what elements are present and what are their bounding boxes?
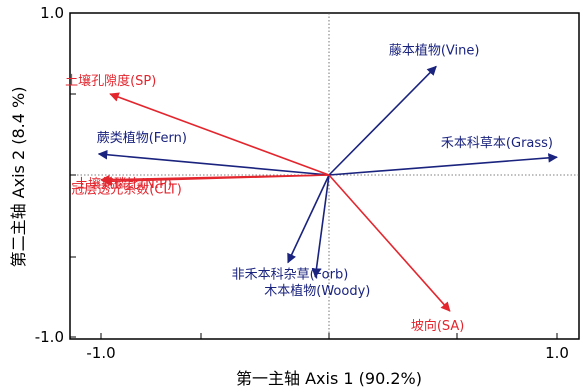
x-axis-ticks: -1.0 1.0 bbox=[86, 333, 569, 362]
species-vector-label: 木本植物(Woody) bbox=[264, 284, 370, 299]
species-vector bbox=[329, 157, 557, 175]
species-vector-label: 禾本科草本(Grass) bbox=[441, 136, 553, 151]
x-axis-title: 第一主轴 Axis 1 (90.2%) bbox=[236, 369, 422, 388]
species-vectors: 藤本植物(Vine) 禾本科草本(Grass) 蕨类植物(Fern) 非禾本科杂草(F… bbox=[97, 43, 557, 299]
species-vector-label: 藤本植物(Vine) bbox=[389, 43, 480, 58]
species-vector bbox=[99, 154, 329, 175]
species-vector-label: 蕨类植物(Fern) bbox=[97, 131, 187, 146]
environment-vector-label: 土壤孔隙度(SP) bbox=[65, 73, 156, 89]
environment-vector-label: 冠层透光系数(CLT) bbox=[71, 182, 182, 197]
species-vector-label: 非禾本科杂草(Forb) bbox=[232, 267, 349, 282]
y-minor-ticks bbox=[70, 94, 76, 257]
y-tick-label: -1.0 bbox=[35, 328, 64, 346]
x-tick-label: 1.0 bbox=[545, 344, 569, 362]
x-tick-label: -1.0 bbox=[86, 344, 115, 362]
species-vector bbox=[329, 66, 436, 175]
y-tick-label: 1.0 bbox=[40, 4, 64, 22]
y-axis-title: 第二主轴 Axis 2 (8.4 %) bbox=[9, 87, 28, 268]
environment-vector-label: 坡向(SA) bbox=[411, 318, 465, 334]
